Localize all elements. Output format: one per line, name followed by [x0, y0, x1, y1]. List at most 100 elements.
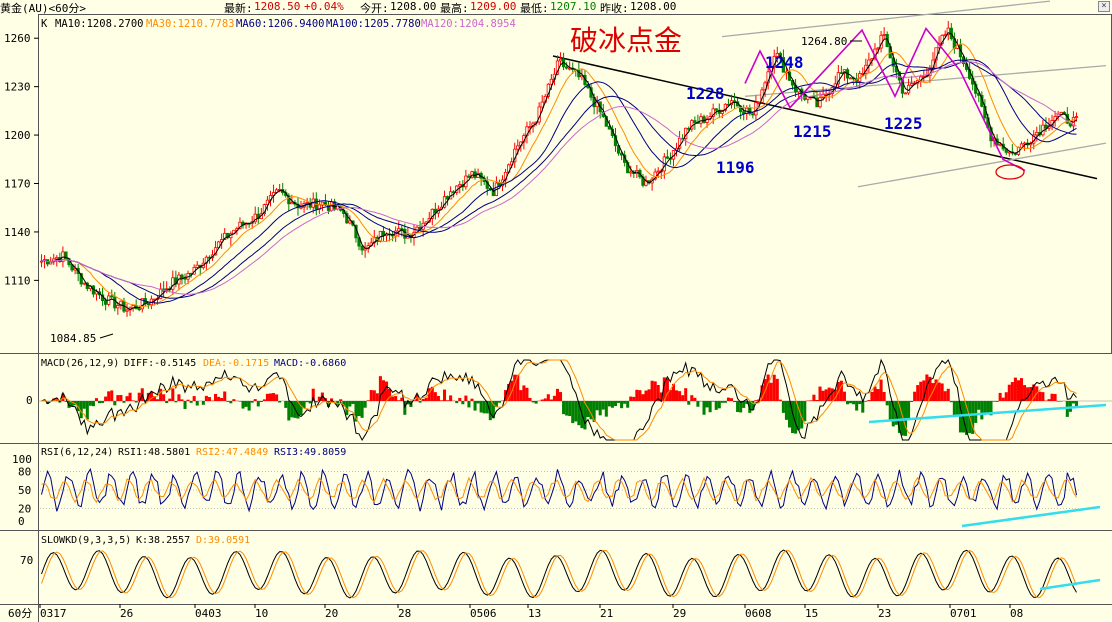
candle-body [442, 196, 447, 208]
period-label: 60分 [8, 607, 32, 620]
x-tick-label: 0317 [40, 607, 67, 620]
candle-body [1007, 151, 1011, 154]
candle-body [839, 72, 844, 75]
candle-body [836, 72, 840, 85]
rsi3-value: RSI3:49.8059 [274, 447, 346, 458]
candle-body [1019, 143, 1024, 148]
macd-dea-value: DEA:-0.1715 [203, 358, 269, 369]
macd-lines [41, 358, 1077, 442]
candle-body [909, 83, 914, 86]
y-tick-label: 1260 [4, 32, 31, 45]
candle-body [528, 126, 532, 128]
candle-body [1074, 116, 1079, 118]
candle-body [445, 196, 450, 200]
candle-body [82, 282, 86, 285]
ma-line-4 [41, 61, 1077, 295]
y-tick-label: 1140 [4, 226, 31, 239]
low-circle-marker [995, 164, 1025, 180]
candle-body [1035, 132, 1039, 136]
rsi-tick-label: 100 [12, 453, 32, 466]
candle-body [287, 195, 291, 205]
rsi-tick-label: 0 [18, 515, 25, 528]
candle-body [702, 116, 706, 123]
candle-body [458, 184, 462, 187]
low-label: 1084.85 [50, 332, 96, 345]
ma-line-2 [41, 59, 1077, 304]
price-annotations: 1248 1228 1215 1225 1196 [686, 53, 923, 177]
x-tick-label: 23 [878, 607, 891, 620]
candle-body [946, 27, 950, 35]
rsi2-value: RSI2:47.4849 [196, 447, 268, 458]
rsi-lines [41, 467, 1077, 513]
price-note-1215: 1215 [793, 122, 832, 141]
candle-body [742, 111, 746, 115]
kd-d-value: D:39.0591 [196, 535, 250, 546]
candle-body [903, 92, 908, 95]
candle-body [693, 120, 697, 123]
candle-body [253, 213, 257, 223]
candle-body [882, 33, 886, 36]
candle-body [363, 248, 367, 251]
main-trend-line [552, 55, 1098, 180]
candle-body [653, 171, 657, 180]
main-y-axis: 1110 1140 1170 1200 1230 1260 [4, 32, 39, 287]
macd-divergence-line [868, 403, 1107, 424]
candle-body [119, 300, 123, 306]
macd-macd-value: MACD:-0.6860 [274, 358, 346, 369]
x-tick-label: 0403 [195, 607, 222, 620]
low-price: 1207.10 [550, 0, 597, 13]
ma-line-0 [41, 32, 1077, 311]
macd-zero-tick: 0 [26, 394, 33, 407]
price-note-1225: 1225 [884, 114, 923, 133]
candle-body [171, 277, 175, 290]
close-icon[interactable]: × [1098, 1, 1110, 12]
candle-body [397, 228, 401, 232]
change-percent: +0.04% [304, 0, 344, 13]
candle-body [146, 303, 151, 306]
rsi-label: RSI(6,12,24) [41, 447, 113, 458]
main-indicator-prefix: K [41, 18, 48, 30]
x-tick-label: 20 [325, 607, 338, 620]
candlesticks [39, 21, 1079, 317]
candle-body [360, 245, 364, 251]
candle-body [558, 58, 563, 62]
candle-body [711, 108, 715, 117]
y-tick-label: 1170 [4, 178, 31, 191]
rsi1-value: RSI1:48.5801 [118, 447, 190, 458]
channel-upper [721, 0, 1051, 38]
zigzag-overlay [744, 26, 1026, 172]
price-note-1248: 1248 [765, 53, 804, 72]
candle-body [348, 220, 352, 224]
candle-body [238, 221, 242, 229]
candle-body [815, 97, 819, 108]
rsi-divergence-line [961, 505, 1101, 528]
candle-body [55, 257, 59, 260]
candle-body [470, 171, 474, 178]
x-tick-label: 0701 [950, 607, 977, 620]
zigzag-line [744, 26, 1026, 172]
ma30-label: MA30:1210.7783 [146, 18, 235, 30]
candle-body [290, 202, 294, 205]
channel-lower [857, 142, 1107, 188]
y-tick-label: 1200 [4, 129, 31, 142]
kd-lines [41, 549, 1077, 599]
candle-body [467, 175, 471, 178]
x-tick-label: 15 [805, 607, 818, 620]
open-price: 1208.00 [390, 0, 437, 13]
candle-body [665, 156, 670, 159]
ma-line-1 [41, 43, 1077, 308]
candle-body [79, 273, 83, 285]
kd-k-value: K:38.2557 [136, 535, 190, 546]
candle-body [125, 309, 129, 312]
kd-d-line [41, 549, 1077, 599]
candle-body [430, 208, 434, 219]
rsi-tick-label: 80 [18, 465, 31, 478]
candle-body [540, 101, 544, 108]
candle-body [656, 170, 660, 173]
candle-body [140, 298, 144, 310]
candle-body [305, 201, 309, 204]
candle-body [818, 97, 822, 108]
kd-tick-70: 70 [20, 554, 33, 567]
